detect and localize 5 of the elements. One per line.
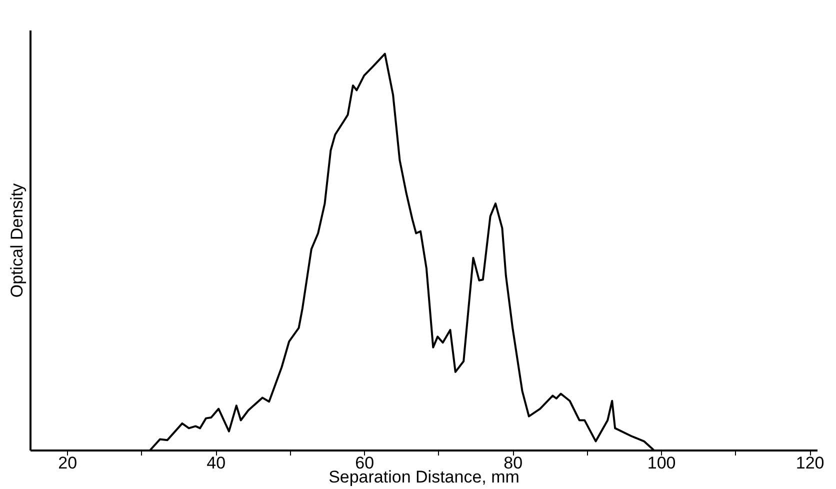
x-tick-label: 20 <box>58 454 78 472</box>
x-tick-label: 120 <box>796 454 824 472</box>
x-tick-label: 100 <box>647 454 676 472</box>
y-axis-title: Optical Density <box>8 182 26 298</box>
x-tick-label: 40 <box>206 454 226 472</box>
